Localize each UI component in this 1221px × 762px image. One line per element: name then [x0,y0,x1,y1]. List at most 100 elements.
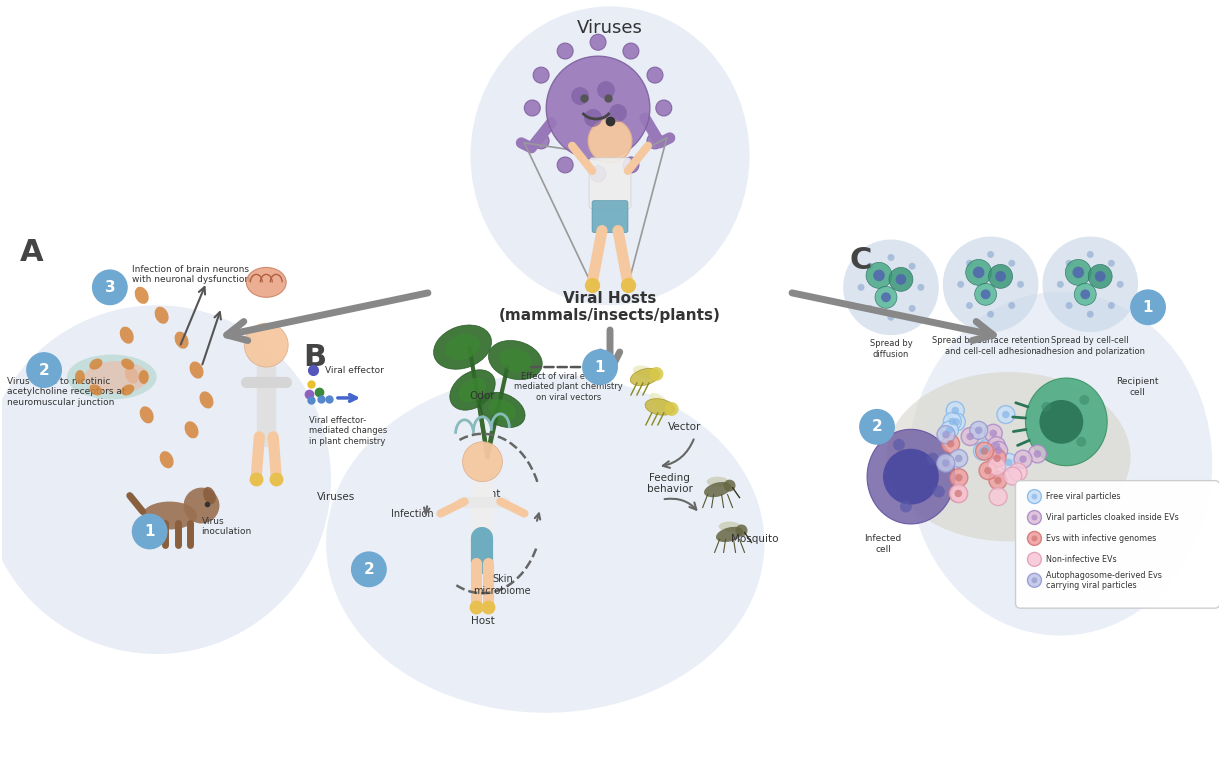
Circle shape [350,552,387,588]
Circle shape [1032,494,1038,500]
Text: Free viral particles: Free viral particles [1046,492,1121,501]
Ellipse shape [84,361,149,393]
Text: C: C [849,246,872,275]
Circle shape [1042,402,1051,412]
Circle shape [1028,511,1042,524]
Circle shape [976,442,994,460]
Ellipse shape [203,487,216,504]
Circle shape [557,43,573,59]
Text: Autophagosome-derived Evs
carrying viral particles: Autophagosome-derived Evs carrying viral… [1046,571,1162,590]
Circle shape [1028,445,1046,463]
Ellipse shape [908,292,1212,636]
Ellipse shape [67,354,156,399]
Circle shape [994,477,1001,484]
Ellipse shape [470,6,750,306]
Ellipse shape [630,368,659,386]
Circle shape [857,284,864,291]
Circle shape [1017,281,1024,288]
Circle shape [1087,251,1094,258]
Circle shape [937,426,955,443]
Ellipse shape [121,384,134,395]
Circle shape [867,305,873,312]
Circle shape [735,524,747,536]
Circle shape [988,437,1005,455]
Circle shape [1117,281,1123,288]
Circle shape [1028,531,1042,546]
Circle shape [1028,573,1042,588]
Circle shape [724,479,735,491]
Text: Spread by cell-cell
adhesion and polarization: Spread by cell-cell adhesion and polariz… [1035,336,1145,356]
Circle shape [597,81,615,99]
Circle shape [952,418,960,426]
Circle shape [546,56,650,160]
Circle shape [995,271,1006,282]
Ellipse shape [446,334,480,360]
Circle shape [961,427,979,446]
Circle shape [949,485,967,502]
Ellipse shape [142,501,197,530]
Circle shape [866,262,893,288]
Circle shape [949,418,956,425]
Ellipse shape [134,287,149,304]
Circle shape [1076,437,1087,447]
Ellipse shape [480,392,525,427]
Text: Infection of brain neurons
with neuronal dysfunction: Infection of brain neurons with neuronal… [132,264,250,284]
Circle shape [1028,552,1042,566]
Circle shape [534,67,549,83]
Circle shape [945,427,954,434]
Circle shape [1079,395,1089,405]
Ellipse shape [459,378,486,402]
Circle shape [973,267,984,278]
Circle shape [974,283,996,306]
Circle shape [957,281,965,288]
Circle shape [989,488,1007,505]
Circle shape [955,474,962,482]
Circle shape [590,34,606,50]
Circle shape [947,413,966,431]
Circle shape [984,424,1002,442]
Circle shape [1002,411,1010,418]
Circle shape [650,367,663,381]
Circle shape [908,263,916,270]
Text: 1: 1 [1143,299,1154,315]
Circle shape [980,290,990,299]
Ellipse shape [488,341,542,379]
Ellipse shape [184,421,199,438]
Ellipse shape [716,527,744,542]
Circle shape [941,435,960,453]
Circle shape [908,305,916,312]
Circle shape [584,109,602,127]
Circle shape [937,454,955,472]
Circle shape [656,100,672,116]
Circle shape [1095,271,1105,282]
Circle shape [1107,302,1115,309]
Ellipse shape [650,392,670,411]
Ellipse shape [886,372,1131,542]
Circle shape [1107,260,1115,267]
Circle shape [989,264,1012,288]
Text: Non-infective EVs: Non-infective EVs [1046,555,1117,564]
Circle shape [973,442,991,460]
Circle shape [92,270,128,306]
Text: 2: 2 [364,562,375,577]
Circle shape [987,311,994,318]
Text: 3: 3 [105,280,115,295]
Circle shape [994,455,1001,462]
Text: A: A [21,238,44,267]
Circle shape [984,467,991,475]
FancyBboxPatch shape [589,158,631,209]
Ellipse shape [120,327,134,344]
Circle shape [987,251,994,258]
Circle shape [943,431,950,438]
Circle shape [609,104,626,122]
Circle shape [966,260,973,267]
Ellipse shape [499,348,531,372]
Circle shape [26,352,62,388]
Circle shape [943,459,950,467]
Circle shape [979,462,998,479]
Circle shape [860,409,895,445]
Circle shape [1088,264,1112,288]
Circle shape [1032,514,1038,520]
Circle shape [917,284,924,291]
Ellipse shape [139,370,149,384]
